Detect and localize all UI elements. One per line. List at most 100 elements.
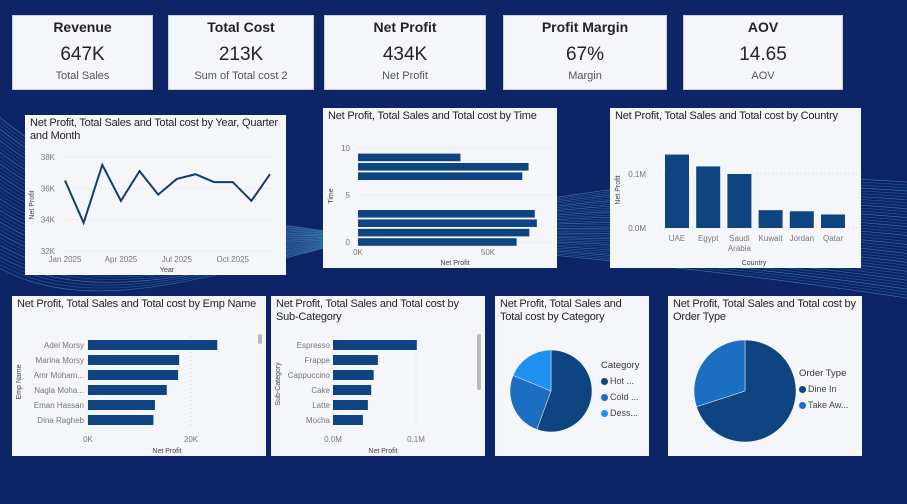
pie-slice (696, 339, 797, 443)
x-axis-label: Net Profit (152, 448, 181, 455)
bar (789, 211, 814, 228)
kpi-title: Profit Margin (541, 19, 629, 35)
chart-title: Net Profit, Total Sales and Total cost b… (328, 110, 537, 122)
legend-label: Dess... (610, 408, 639, 418)
legend-item[interactable]: Take Aw... (799, 400, 848, 410)
y-tick-label: Eman Hassan (34, 401, 84, 410)
legend-dot (799, 401, 806, 409)
legend-title: Category (601, 360, 640, 371)
bar (358, 238, 517, 246)
x-tick-label: 0.0M (324, 435, 342, 444)
kpi-value: 67% (565, 44, 605, 65)
legend-item[interactable]: Dess... (601, 408, 640, 418)
kpi-title: Total Cost (207, 19, 275, 35)
chart-by-month[interactable]: 32K 34K 36K 38K Jan 2025 Apr 2025 Jul 2025 Oct … (25, 115, 286, 275)
x-tick-label: Jan 2025 (49, 255, 82, 264)
bar (358, 210, 535, 218)
pie-slice (509, 375, 552, 430)
legend-dot (799, 385, 806, 393)
y-axis-label: Net Profit (615, 175, 622, 204)
kpi-label: AOV (751, 70, 775, 82)
kpi-net-profit: Net Profit 434K Net Profit (324, 15, 486, 90)
legend-label: Cold ... (610, 392, 639, 402)
kpi-value: 647K (60, 44, 105, 65)
kpi-title: AOV (747, 19, 779, 35)
bar (821, 214, 845, 228)
kpi-label: Net Profit (382, 70, 428, 82)
legend-title: Order Type (799, 368, 847, 379)
chart-by-emp-name[interactable]: 0K 20K Adel Morsy Marina Morsy Amr Moham... N… (12, 296, 266, 456)
y-tick-label: Nagla Moha... (34, 386, 84, 395)
x-tick-label: 0K (83, 435, 93, 444)
chart-title: Net Profit, Total Sales and Total cost b… (30, 117, 278, 142)
bar (333, 415, 363, 425)
kpi-label: Margin (568, 70, 602, 82)
y-tick-label: Frappe (305, 356, 331, 365)
y-axis-label: Sub-Category (275, 362, 282, 406)
y-tick-label: 36K (41, 184, 56, 193)
pie-slice (693, 339, 746, 408)
kpi-value: 14.65 (739, 44, 787, 65)
y-tick-label: Espresso (297, 341, 331, 350)
x-tick-label: 0K (353, 248, 363, 257)
kpi-value: 213K (218, 44, 264, 65)
x-axis-label: Year (160, 267, 175, 274)
y-tick-label: Adel Morsy (44, 341, 84, 350)
bar (333, 340, 417, 350)
legend-item[interactable]: Cold ... (601, 392, 640, 402)
chart-by-order-type[interactable]: Net Profit, Total Sales and Total cost b… (668, 296, 862, 456)
y-tick-label: Latte (312, 401, 330, 410)
chart-title: Net Profit, Total Sales and Total cost b… (17, 298, 257, 310)
bar (358, 219, 537, 227)
bar (88, 355, 180, 365)
pie-slice (512, 349, 552, 392)
line-series (64, 162, 271, 226)
chart-by-time[interactable]: 0 5 10 0K 50K Net Profit Time Net Profit, Tota… (323, 108, 557, 268)
x-tick-label: 0.1M (407, 435, 425, 444)
x-tick-label: Oct 2025 (216, 255, 249, 264)
y-tick-label: Dina Ragheb (37, 416, 84, 425)
bar (758, 210, 783, 228)
legend-dot (601, 393, 608, 401)
legend-label: Hot ... (610, 376, 635, 386)
legend-item[interactable]: Dine In (799, 384, 848, 394)
chart-by-country[interactable]: 0.0M 0.1M UAE Egypt Saudi Arabia Kuwait Jordan Q… (610, 108, 861, 268)
x-tick-label: Egypt (698, 234, 719, 243)
y-axis-label: Net Profit (29, 190, 36, 219)
scrollbar[interactable] (258, 334, 262, 344)
bar (333, 355, 378, 365)
bar (88, 370, 179, 380)
x-tick-label: Jordan (790, 234, 814, 243)
bar (665, 154, 689, 228)
legend-label: Dine In (808, 384, 837, 394)
y-tick-label: 0 (346, 238, 351, 247)
y-axis-label: Time (328, 188, 335, 203)
legend: Category Hot ... Cold ... Dess... (601, 360, 640, 424)
bar (333, 370, 374, 380)
chart-title: Net Profit, Total Sales and Total cost b… (500, 298, 622, 323)
kpi-profit-margin: Profit Margin 67% Margin (503, 15, 667, 90)
y-tick-label: Mocha (306, 416, 331, 425)
y-tick-label: 34K (41, 216, 56, 225)
chart-by-category[interactable]: Net Profit, Total Sales and Total cost b… (495, 296, 649, 456)
kpi-aov: AOV 14.65 AOV (683, 15, 843, 90)
x-tick-label: UAE (669, 234, 685, 243)
bar (333, 400, 368, 410)
x-axis-label: Net Profit (440, 260, 469, 267)
x-axis-label: Country (742, 260, 767, 267)
x-tick-label: 20K (184, 435, 199, 444)
chart-by-sub-category[interactable]: 0.0M 0.1M Espresso Frappe Cappuccino Cake Latt… (271, 296, 485, 456)
x-tick-label: Apr 2025 (105, 255, 138, 264)
x-tick-label: Jul 2025 (162, 255, 193, 264)
legend-dot (601, 409, 608, 417)
kpi-title: Net Profit (373, 19, 437, 35)
bar (88, 340, 218, 350)
legend-item[interactable]: Hot ... (601, 376, 640, 386)
scrollbar[interactable] (477, 334, 481, 390)
x-axis-label: Net Profit (368, 448, 397, 455)
bar (88, 385, 167, 395)
x-tick-label: Arabia (728, 244, 752, 253)
bar (88, 400, 155, 410)
pie-slice (536, 349, 593, 433)
legend-dot (601, 377, 608, 385)
